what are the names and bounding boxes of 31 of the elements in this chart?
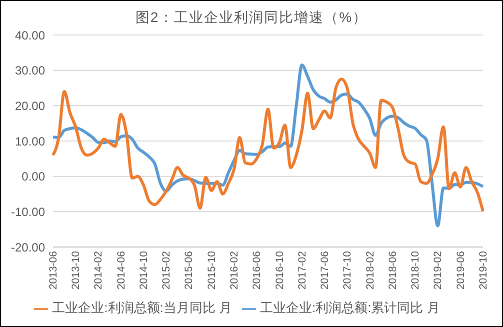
x-tick-label: 2015-06 <box>183 250 196 290</box>
x-tick-label: 2015-02 <box>160 250 173 290</box>
y-tick-label: 0.00 <box>22 170 46 184</box>
x-tick-label: 2014-06 <box>115 250 128 290</box>
x-tick-label: 2015-10 <box>206 250 218 290</box>
x-tick-label: 2019-10 <box>477 250 490 290</box>
y-tick-label: 20.00 <box>14 98 46 113</box>
x-tick-label: 2016-10 <box>274 250 286 290</box>
x-tick-label: 2019-06 <box>454 250 467 290</box>
x-tick-label: 2016-02 <box>228 250 241 290</box>
x-tick-label: 2016-06 <box>251 250 264 290</box>
legend-label: 工业企业:利润总额:当月同比 月 <box>52 300 232 315</box>
y-tick-label: -20.00 <box>10 240 46 254</box>
x-tick-label: 2018-06 <box>386 250 399 290</box>
y-tick-label: -10.00 <box>10 204 46 219</box>
y-tick-label: 10.00 <box>14 134 46 148</box>
x-tick-label: 2013-06 <box>47 250 60 290</box>
x-tick-label: 2017-06 <box>319 250 332 290</box>
x-tick-label: 2017-10 <box>342 250 354 290</box>
chart-title: 图2：工业企业利润同比增速（%） <box>135 9 368 25</box>
x-tick-label: 2014-02 <box>92 250 105 290</box>
line-series <box>52 78 484 213</box>
x-tick-label: 2018-02 <box>364 250 376 290</box>
x-tick-label: 2018-10 <box>410 250 422 290</box>
x-tick-label: 2014-10 <box>138 250 150 290</box>
x-tick-label: 2019-02 <box>432 250 444 290</box>
y-tick-label: 30.00 <box>14 64 46 78</box>
x-tick-label: 2017-02 <box>296 250 308 290</box>
legend-label: 工业企业:利润总额:累计同比 月 <box>260 300 440 315</box>
x-tick-label: 2013-10 <box>70 250 82 290</box>
y-tick-label: 40.00 <box>14 28 46 42</box>
